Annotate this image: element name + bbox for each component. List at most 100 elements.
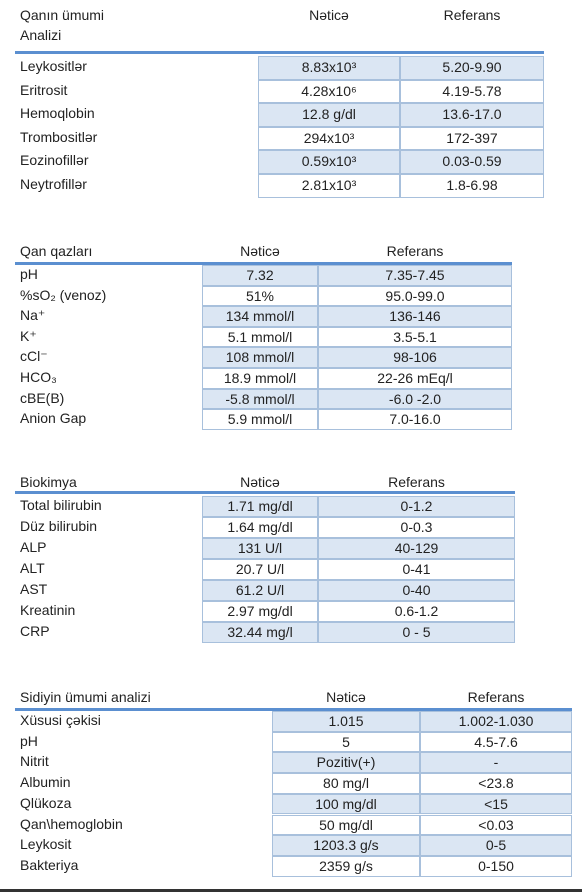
result-cell: 294x10³ — [258, 126, 400, 151]
reference-cell: -6.0 -2.0 — [318, 388, 512, 410]
row-label: CRP — [20, 623, 50, 639]
row-label: Na⁺ — [20, 307, 46, 324]
row-label: Total bilirubin — [20, 497, 102, 513]
result-cell: 5.9 mmol/l — [202, 409, 318, 430]
column-header: Nəticə — [309, 7, 349, 23]
result-cell: 1.64 mg/dl — [202, 517, 318, 538]
result-cell: 32.44 mg/l — [202, 622, 318, 643]
column-header: Referans — [443, 7, 501, 23]
result-cell: 1.71 mg/dl — [202, 496, 318, 517]
result-cell: 0.59x10³ — [258, 150, 400, 174]
row-label: Nitrit — [20, 753, 49, 770]
reference-cell: 40-129 — [318, 538, 515, 559]
reference-cell: <23.8 — [420, 773, 572, 794]
header-rule — [15, 262, 512, 265]
result-cell: 5.1 mmol/l — [202, 326, 318, 348]
result-cell: 7.32 — [202, 265, 318, 286]
table-title: Qan qazları — [20, 243, 93, 259]
row-label: Eozinofillər — [20, 152, 89, 169]
result-cell: 18.9 mmol/l — [202, 368, 318, 389]
row-label: Xüsusi çəkisi — [20, 712, 101, 728]
column-header: Nəticə — [326, 689, 366, 705]
reference-cell: <15 — [420, 793, 572, 815]
result-cell: 108 mmol/l — [202, 347, 318, 368]
row-label: Neytrofillər — [20, 176, 87, 192]
row-label: %sO₂ (venoz) — [20, 286, 107, 303]
result-cell: 1.015 — [272, 711, 420, 732]
row-label: cCl⁻ — [20, 348, 48, 365]
reference-cell: 7.0-16.0 — [318, 409, 512, 430]
table-title: Qanın ümumi Analizi — [20, 7, 105, 43]
table-title: Biokimya — [20, 474, 77, 490]
row-label: pH — [20, 732, 38, 749]
result-cell: 131 U/l — [202, 538, 318, 559]
reference-cell: <0.03 — [420, 814, 572, 836]
reference-cell: 0-41 — [318, 559, 515, 580]
header-rule — [15, 708, 572, 711]
result-cell: 134 mmol/l — [202, 306, 318, 327]
result-cell: 61.2 U/l — [202, 580, 318, 601]
row-label: K⁺ — [20, 327, 37, 344]
reference-cell: 7.35-7.45 — [318, 265, 512, 286]
row-label: HCO₃ — [20, 369, 57, 385]
reference-cell: 22-26 mEq/l — [318, 368, 512, 389]
column-header: Referans — [388, 474, 445, 490]
header-rule — [15, 491, 515, 494]
result-cell: 100 mg/dl — [272, 793, 420, 815]
column-header: Referans — [467, 689, 525, 705]
row-label: Anion Gap — [20, 410, 87, 427]
reference-cell: 95.0-99.0 — [318, 285, 512, 307]
result-cell: 2.97 mg/dl — [202, 601, 318, 622]
result-cell: 80 mg/l — [272, 773, 420, 794]
row-label: ALT — [20, 560, 45, 576]
reference-cell: 0.6-1.2 — [318, 601, 515, 622]
reference-cell: 98-106 — [318, 347, 512, 368]
result-cell: 5 — [272, 731, 420, 753]
row-label: cBE(B) — [20, 389, 65, 406]
result-cell: 50 mg/dl — [272, 814, 420, 836]
row-label: Leykositlər — [20, 58, 87, 74]
result-cell: 2359 g/s — [272, 855, 420, 877]
reference-cell: 0-1.2 — [318, 496, 515, 517]
reference-cell: 172-397 — [400, 126, 544, 151]
reference-cell: 1.002-1.030 — [420, 711, 572, 732]
result-cell: 51% — [202, 285, 318, 307]
result-cell: 1203.3 g/s — [272, 835, 420, 856]
reference-cell: 13.6-17.0 — [400, 103, 544, 127]
reference-cell: 136-146 — [318, 306, 512, 327]
row-label: ALP — [20, 539, 47, 555]
bottom-rule — [0, 889, 582, 892]
reference-cell: 0-150 — [420, 855, 572, 877]
column-header: Nəticə — [240, 474, 280, 490]
row-label: pH — [20, 266, 38, 282]
header-rule — [15, 51, 544, 54]
row-label: Hemoqlobin — [20, 105, 95, 122]
row-label: Bakteriya — [20, 856, 79, 873]
reference-cell: 0.03-0.59 — [400, 150, 544, 174]
column-header: Nəticə — [240, 243, 280, 259]
row-label: Eritrosit — [20, 81, 68, 98]
reference-cell: 1.8-6.98 — [400, 174, 544, 198]
row-label: Düz bilirubin — [20, 518, 98, 534]
row-label: AST — [20, 581, 48, 597]
table-title: Sidiyin ümumi analizi — [20, 689, 151, 705]
reference-cell: 0-0.3 — [318, 517, 515, 538]
row-label: Leykosit — [20, 836, 72, 853]
row-label: Trombositlər — [20, 128, 98, 145]
row-label: Kreatinin — [20, 602, 76, 618]
reference-cell: 4.19-5.78 — [400, 79, 544, 104]
result-cell: 4.28x10⁶ — [258, 79, 400, 104]
result-cell: 2.81x10³ — [258, 174, 400, 198]
reference-cell: 3.5-5.1 — [318, 326, 512, 348]
result-cell: -5.8 mmol/l — [202, 388, 318, 410]
reference-cell: 0-40 — [318, 580, 515, 601]
row-label: Qlükoza — [20, 794, 72, 811]
row-label: Albumin — [20, 774, 71, 791]
result-cell: Pozitiv(+) — [272, 752, 420, 774]
row-label: Qan\hemoglobin — [20, 815, 123, 832]
result-cell: 12.8 g/dl — [258, 103, 400, 127]
reference-cell: 0-5 — [420, 835, 572, 856]
reference-cell: - — [420, 752, 572, 774]
result-cell: 8.83x10³ — [258, 56, 400, 80]
